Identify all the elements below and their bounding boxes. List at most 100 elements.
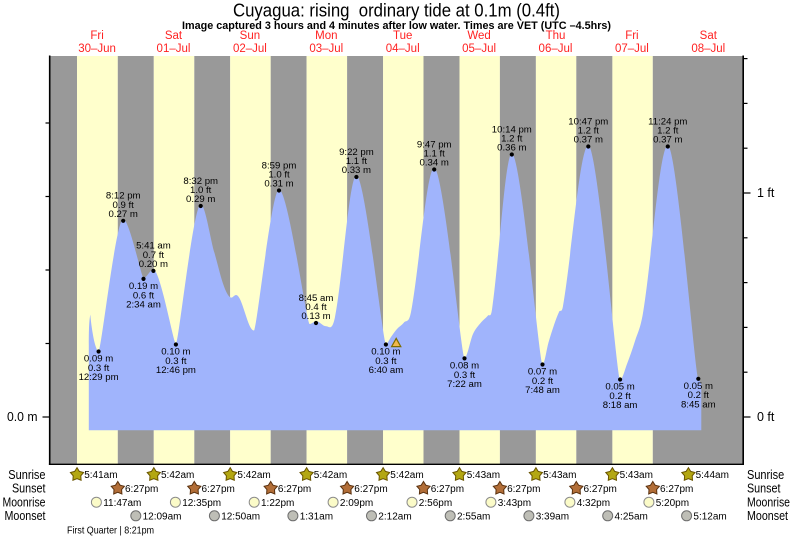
svg-text:5:42am: 5:42am — [390, 470, 423, 481]
svg-text:5:43am: 5:43am — [620, 470, 653, 481]
svg-text:Moonrise: Moonrise — [747, 496, 790, 510]
svg-text:0.37 m: 0.37 m — [653, 135, 682, 146]
svg-text:08–Jul: 08–Jul — [691, 43, 725, 55]
svg-text:5:44am: 5:44am — [696, 470, 729, 481]
svg-text:5:42am: 5:42am — [237, 470, 270, 481]
svg-text:12:46 pm: 12:46 pm — [156, 365, 196, 376]
svg-text:0.34 m: 0.34 m — [420, 158, 449, 169]
svg-text:12:09am: 12:09am — [143, 511, 182, 522]
svg-text:02–Jul: 02–Jul — [233, 43, 267, 55]
svg-text:0.08 m: 0.08 m — [450, 361, 479, 372]
svg-text:Fri: Fri — [625, 30, 638, 42]
svg-text:5:42am: 5:42am — [161, 470, 194, 481]
svg-text:1.0 ft: 1.0 ft — [190, 185, 212, 196]
svg-text:0.2 ft: 0.2 ft — [609, 391, 631, 402]
svg-text:6:27pm: 6:27pm — [354, 484, 387, 495]
svg-text:03–Jul: 03–Jul — [309, 43, 343, 55]
svg-text:0.29 m: 0.29 m — [186, 194, 215, 205]
svg-text:8:59 pm: 8:59 pm — [262, 160, 297, 171]
svg-text:0.9 ft: 0.9 ft — [113, 200, 135, 211]
svg-text:Sun: Sun — [240, 30, 260, 42]
svg-text:0.37 m: 0.37 m — [574, 135, 603, 146]
svg-text:1.2 ft: 1.2 ft — [657, 126, 679, 137]
svg-text:6:27pm: 6:27pm — [584, 484, 617, 495]
svg-text:0.3 ft: 0.3 ft — [375, 356, 397, 367]
svg-text:12:50am: 12:50am — [221, 511, 260, 522]
svg-text:8:18 am: 8:18 am — [603, 400, 638, 411]
svg-text:First Quarter | 8:21pm: First Quarter | 8:21pm — [67, 525, 154, 537]
svg-text:Fri: Fri — [90, 30, 103, 42]
svg-text:06–Jul: 06–Jul — [539, 43, 573, 55]
svg-text:Image captured 3 hours and 4 m: Image captured 3 hours and 4 minutes aft… — [182, 20, 611, 32]
svg-text:6:27pm: 6:27pm — [660, 484, 693, 495]
svg-text:0.19 m: 0.19 m — [129, 281, 158, 292]
svg-text:0.10 m: 0.10 m — [161, 347, 190, 358]
svg-text:Sat: Sat — [700, 30, 718, 42]
svg-text:0.20 m: 0.20 m — [139, 259, 168, 270]
svg-text:9:22 pm: 9:22 pm — [339, 147, 374, 158]
svg-text:10:14 pm: 10:14 pm — [492, 124, 532, 135]
svg-text:5:41 am: 5:41 am — [136, 241, 171, 252]
svg-text:Moonset: Moonset — [5, 509, 46, 523]
svg-text:0.36 m: 0.36 m — [497, 143, 526, 154]
svg-text:6:27pm: 6:27pm — [431, 484, 464, 495]
svg-text:8:45 am: 8:45 am — [681, 399, 716, 410]
svg-text:Mon: Mon — [315, 30, 337, 42]
svg-text:0.2 ft: 0.2 ft — [688, 390, 710, 401]
svg-text:Moonrise: Moonrise — [3, 496, 46, 510]
svg-text:2:09pm: 2:09pm — [340, 498, 373, 509]
svg-text:Thu: Thu — [546, 30, 566, 42]
svg-text:0.6 ft: 0.6 ft — [133, 290, 155, 301]
svg-text:0.33 m: 0.33 m — [342, 165, 371, 176]
svg-text:0.0 m: 0.0 m — [7, 410, 38, 424]
svg-text:5:42am: 5:42am — [314, 470, 347, 481]
svg-text:5:43am: 5:43am — [467, 470, 500, 481]
svg-text:9:47 pm: 9:47 pm — [417, 139, 452, 150]
svg-text:05–Jul: 05–Jul — [462, 43, 496, 55]
svg-text:07–Jul: 07–Jul — [615, 43, 649, 55]
svg-text:0.09 m: 0.09 m — [84, 354, 113, 365]
svg-text:1.2 ft: 1.2 ft — [578, 126, 600, 137]
svg-text:2:34 am: 2:34 am — [126, 300, 161, 311]
svg-text:2:56pm: 2:56pm — [419, 498, 452, 509]
svg-text:12:29 pm: 12:29 pm — [79, 372, 119, 383]
svg-text:8:32 pm: 8:32 pm — [183, 176, 218, 187]
svg-text:0.7 ft: 0.7 ft — [143, 250, 165, 261]
svg-text:0.3 ft: 0.3 ft — [165, 356, 187, 367]
svg-text:6:40 am: 6:40 am — [369, 365, 404, 376]
svg-text:8:12 pm: 8:12 pm — [106, 191, 141, 202]
svg-text:0.10 m: 0.10 m — [371, 347, 400, 358]
svg-text:1 ft: 1 ft — [757, 186, 775, 200]
svg-text:Sunrise: Sunrise — [747, 468, 784, 482]
svg-text:0.31 m: 0.31 m — [264, 179, 293, 190]
svg-text:0.3 ft: 0.3 ft — [88, 363, 110, 374]
svg-text:4:25am: 4:25am — [615, 511, 648, 522]
svg-text:7:48 am: 7:48 am — [525, 385, 560, 396]
svg-text:6:27pm: 6:27pm — [507, 484, 540, 495]
svg-text:1:22pm: 1:22pm — [261, 498, 294, 509]
svg-text:04–Jul: 04–Jul — [386, 43, 420, 55]
svg-text:7:22 am: 7:22 am — [447, 379, 482, 390]
svg-text:30–Jun: 30–Jun — [78, 43, 116, 55]
svg-text:4:32pm: 4:32pm — [577, 498, 610, 509]
svg-text:5:41am: 5:41am — [84, 470, 117, 481]
svg-text:5:12am: 5:12am — [693, 511, 726, 522]
svg-text:1.1 ft: 1.1 ft — [424, 149, 446, 160]
svg-text:10:47 pm: 10:47 pm — [568, 116, 608, 127]
svg-text:01–Jul: 01–Jul — [157, 43, 191, 55]
svg-text:6:27pm: 6:27pm — [202, 484, 235, 495]
svg-text:2:55am: 2:55am — [457, 511, 490, 522]
svg-text:0.05 m: 0.05 m — [605, 382, 634, 393]
svg-text:Cuyagua: rising ordinary tide: Cuyagua: rising ordinary tide at 0.1m (0… — [233, 0, 560, 21]
svg-text:0.3 ft: 0.3 ft — [454, 370, 476, 381]
svg-text:Moonset: Moonset — [747, 509, 788, 523]
svg-text:2:12am: 2:12am — [378, 511, 411, 522]
svg-text:Sunset: Sunset — [12, 482, 46, 496]
svg-text:0.2 ft: 0.2 ft — [532, 376, 554, 387]
svg-text:0.05 m: 0.05 m — [684, 381, 713, 392]
svg-text:Wed: Wed — [467, 30, 490, 42]
svg-text:0 ft: 0 ft — [757, 410, 775, 424]
svg-text:8:45 am: 8:45 am — [299, 293, 334, 304]
svg-text:6:27pm: 6:27pm — [125, 484, 158, 495]
svg-text:12:35pm: 12:35pm — [182, 498, 221, 509]
